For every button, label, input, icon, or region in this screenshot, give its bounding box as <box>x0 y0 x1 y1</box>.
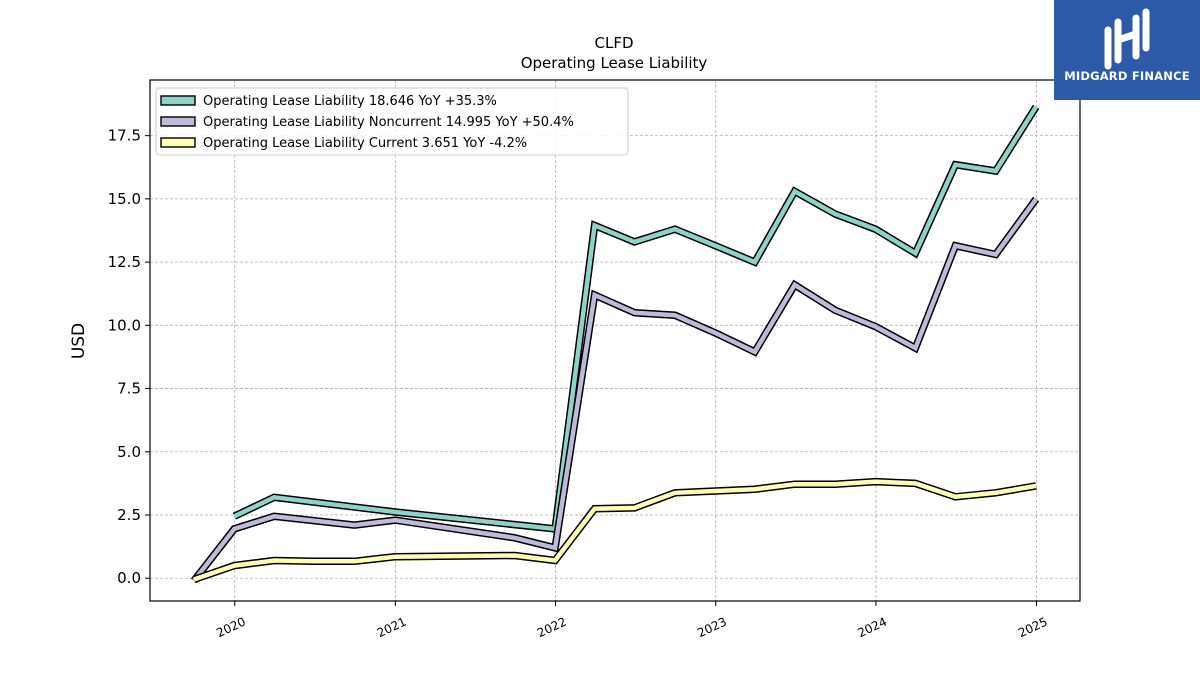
x-tick-label: 2024 <box>855 615 889 641</box>
series-line <box>233 105 1039 532</box>
y-tick-label: 12.5 <box>108 253 141 271</box>
series-line <box>192 197 1038 583</box>
legend: Operating Lease Liability 18.646 YoY +35… <box>155 87 629 156</box>
brand-logo-mark-icon <box>1104 8 1150 70</box>
x-tick-label: 2023 <box>695 615 729 641</box>
grid-layer <box>150 80 1080 601</box>
x-tick-label: 2025 <box>1016 615 1050 641</box>
brand-logo: MIDGARD FINANCE <box>1054 0 1200 100</box>
series-line <box>193 479 1037 582</box>
legend-box <box>155 87 629 156</box>
x-tick-label: 2021 <box>375 615 409 641</box>
series-line-outline <box>232 104 1040 534</box>
series-line-outline <box>192 477 1037 584</box>
y-tick-label: 17.5 <box>108 127 141 145</box>
chart-subtitle: Operating Lease Liability <box>521 54 708 72</box>
y-axis-label: USD <box>69 323 89 359</box>
y-tick-label: 0.0 <box>117 569 141 587</box>
legend-swatch <box>160 95 196 106</box>
y-tick-label: 5.0 <box>117 443 141 461</box>
x-tick-label: 2022 <box>535 615 569 641</box>
y-tick-label: 10.0 <box>108 316 141 334</box>
y-tick-label: 7.5 <box>117 380 141 398</box>
legend-label: Operating Lease Liability Current 3.651 … <box>203 136 527 151</box>
legend-label: Operating Lease Liability Noncurrent 14.… <box>203 115 574 130</box>
plot-frame <box>149 79 1081 602</box>
chart-title: CLFD <box>594 34 633 52</box>
y-tick-label: 2.5 <box>117 506 141 524</box>
brand-name: MIDGARD FINANCE <box>1064 69 1190 83</box>
legend-swatch <box>160 137 196 148</box>
series-layer <box>190 104 1040 584</box>
y-tick-label: 15.0 <box>108 190 141 208</box>
legend-swatch <box>160 116 196 127</box>
x-tick-label: 2020 <box>214 615 248 641</box>
legend-label: Operating Lease Liability 18.646 YoY +35… <box>203 94 497 109</box>
